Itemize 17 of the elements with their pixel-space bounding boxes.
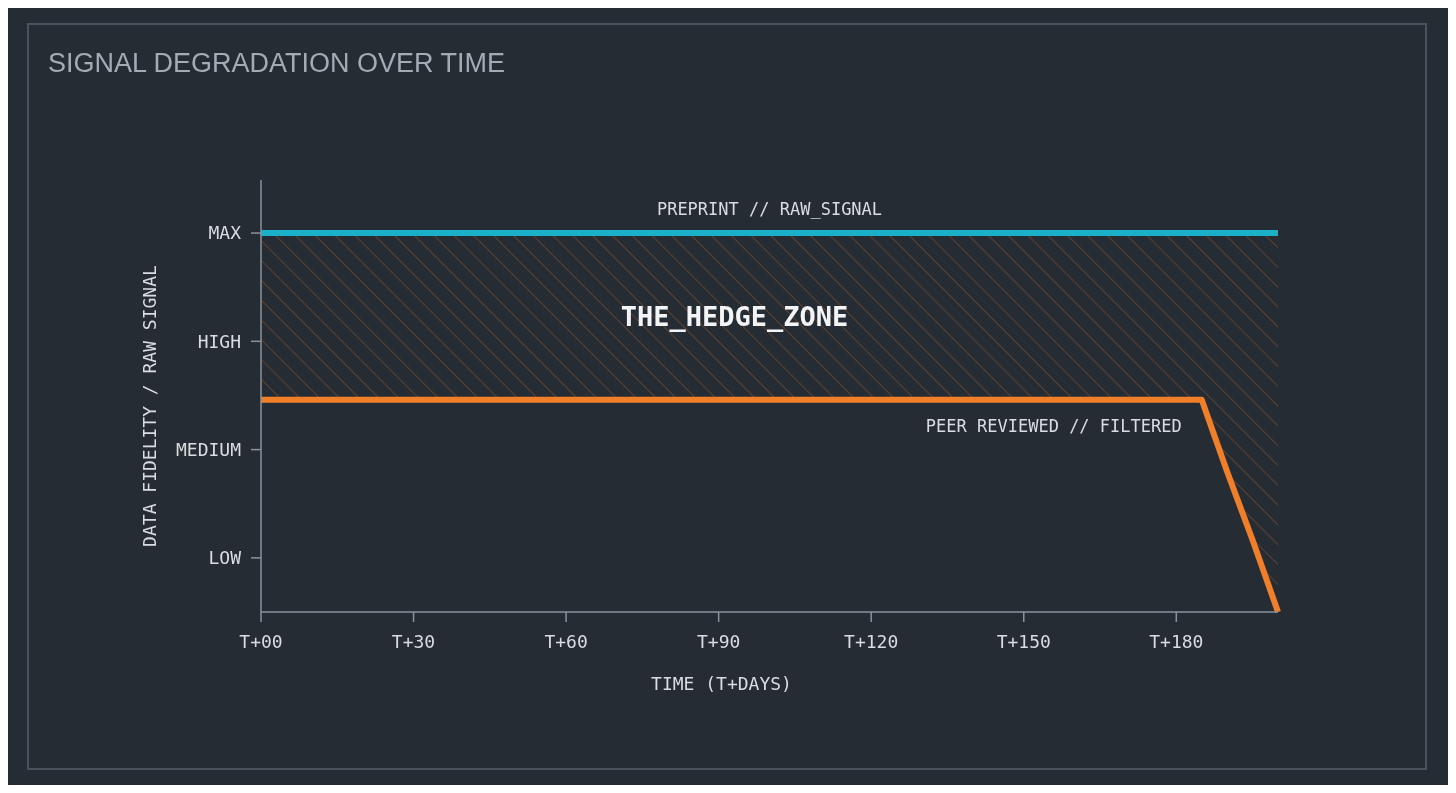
annotation: THE_HEDGE_ZONE [620,300,849,332]
x-tick-label: T+150 [996,631,1051,652]
x-tick-label: T+180 [1149,631,1204,652]
text: LOW [208,547,242,569]
x-tick-label: T+30 [391,631,436,652]
text: MEDIUM [175,438,242,460]
chart-title: SIGNAL DEGRADATION OVER TIME [48,48,506,78]
x-tick-label: T+00 [239,631,283,652]
series-label: PREPRINT // RAW_SIGNAL [656,199,883,220]
text: MAX [208,222,242,244]
x-tick-label: T+60 [544,631,588,652]
series-label: PEER REVIEWED // FILTERED [925,415,1182,436]
x-tick-label: T+120 [844,631,899,652]
x-tick-label: T+90 [696,631,741,652]
x-axis-title: TIME (T+DAYS) [651,673,792,694]
text: HIGH [197,330,241,352]
y-axis-title: DATA FIDELITY / RAW SIGNAL [139,264,160,547]
